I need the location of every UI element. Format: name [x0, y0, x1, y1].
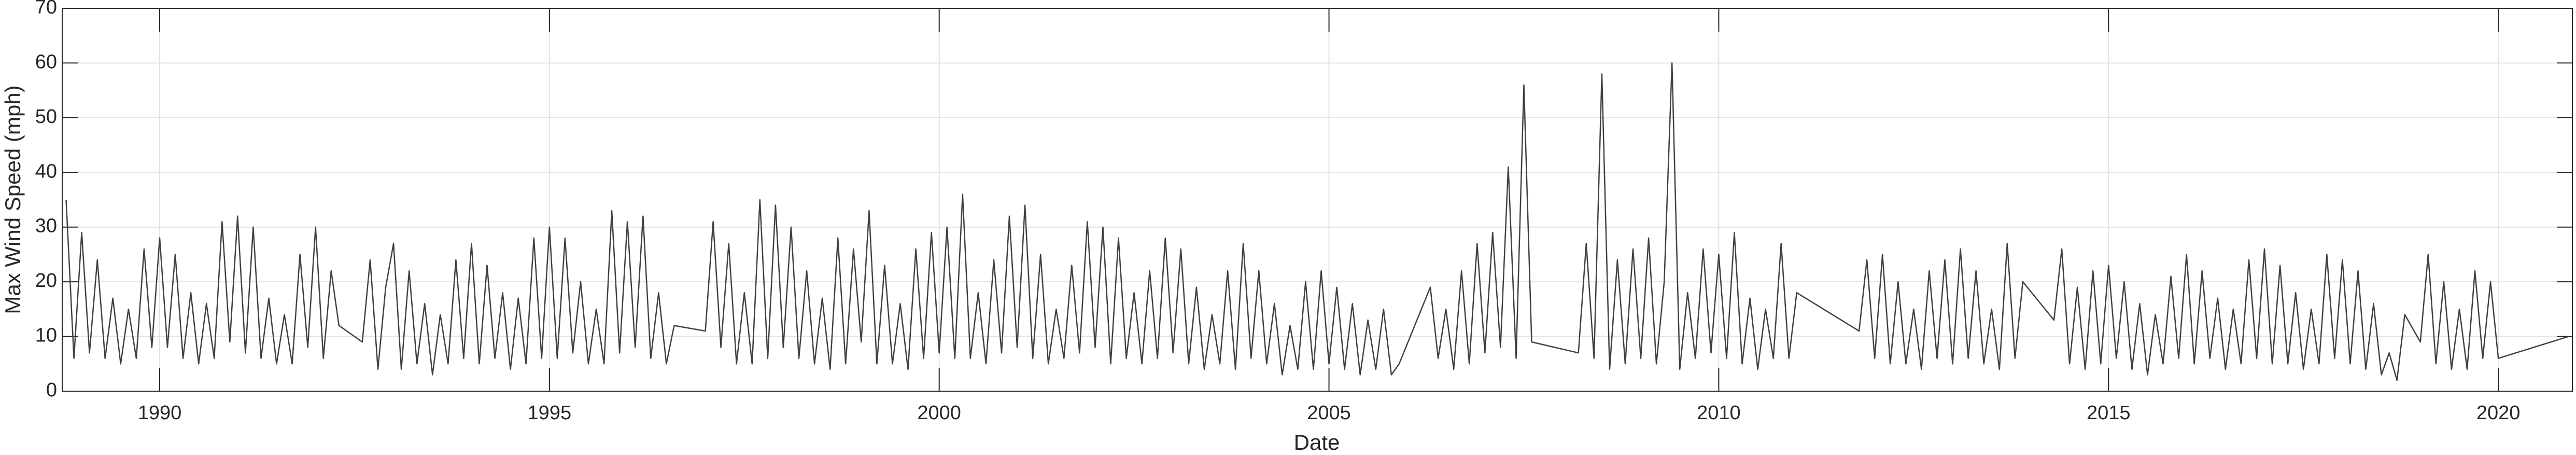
x-tick-label: 2010 — [1697, 402, 1741, 424]
y-tick-label: 70 — [35, 0, 57, 18]
y-tick-label: 0 — [46, 379, 57, 401]
x-tick-label: 2005 — [1307, 402, 1351, 424]
y-axis-label: Max Wind Speed (mph) — [1, 85, 25, 314]
y-tick-label: 20 — [35, 270, 57, 292]
data-line — [65, 62, 2569, 381]
x-tick-label: 2020 — [2476, 402, 2521, 424]
x-tick-label: 1995 — [528, 402, 572, 424]
x-axis-label: Date — [1294, 430, 1340, 454]
y-tick-label: 50 — [35, 106, 57, 128]
x-tick-label: 2000 — [917, 402, 961, 424]
plot-area — [62, 8, 2572, 391]
y-tick-label: 30 — [35, 215, 57, 237]
x-tick-label: 1990 — [138, 402, 182, 424]
x-tick-label: 2015 — [2087, 402, 2131, 424]
axes-box — [62, 8, 2573, 392]
y-tick-label: 40 — [35, 160, 57, 182]
y-tick-label: 10 — [35, 325, 57, 347]
y-tick-label: 60 — [35, 51, 57, 73]
